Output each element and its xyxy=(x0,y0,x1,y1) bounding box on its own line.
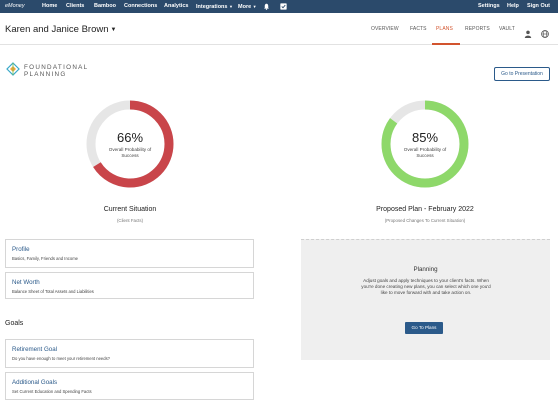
proposed-probability-gauge xyxy=(381,100,469,188)
current-situation-subtitle: (Client Facts) xyxy=(116,218,144,223)
planning-panel-text: Adjust goals and apply techniques to you… xyxy=(361,278,491,296)
planning-panel: Planning Adjust goals and apply techniqu… xyxy=(301,239,550,360)
current-probability-value: 66% xyxy=(116,130,144,145)
nav-more[interactable]: More ▼ xyxy=(238,0,257,14)
retirement-goal-description: Do you have enough to meet your retireme… xyxy=(12,356,111,361)
caret-down-icon: ▼ xyxy=(110,27,117,33)
wordmark-line-1: FOUNDATIONAL xyxy=(24,64,89,71)
go-to-presentation-button[interactable]: Go to Presentation xyxy=(494,67,550,81)
current-probability-gauge xyxy=(86,100,174,188)
proposed-plan-subtitle: (Proposed Changes To Current Situation) xyxy=(384,218,466,223)
foundational-planning-wordmark: FOUNDATIONAL PLANNING xyxy=(24,64,88,78)
nav-help[interactable]: Help xyxy=(507,3,519,9)
profile-card-title: Profile xyxy=(12,246,30,253)
chevron-down-icon: ▼ xyxy=(252,4,257,9)
proposed-probability-label: Overall Probability of Success xyxy=(403,147,447,158)
proposed-probability-value: 85% xyxy=(411,130,439,145)
proposed-plan-title: Proposed Plan - February 2022 xyxy=(376,206,474,213)
gauge-fill xyxy=(86,100,174,188)
go-to-plans-button[interactable]: Go To Plans xyxy=(405,322,443,334)
additional-goals-description: Set Current Education and Spending Facts xyxy=(12,389,92,394)
retirement-goal-title: Retirement Goal xyxy=(12,346,58,353)
profile-card[interactable]: Profile Basics, Family, Friends and Inco… xyxy=(5,239,254,268)
tab-plans[interactable]: PLANS xyxy=(436,26,453,32)
nav-clients[interactable]: Clients xyxy=(66,3,85,9)
current-probability-label: Overall Probability of Success xyxy=(108,147,152,158)
net-worth-card-title: Net Worth xyxy=(12,279,40,286)
client-name: Karen and Janice Brown xyxy=(5,24,109,35)
planning-panel-title: Planning xyxy=(413,266,438,273)
tab-facts[interactable]: FACTS xyxy=(410,26,427,32)
top-nav-bar: eMoney Home Clients Bamboo Connections A… xyxy=(0,0,558,13)
active-tab-indicator xyxy=(432,43,460,45)
nav-integrations-label: Integrations xyxy=(196,4,228,10)
net-worth-card-description: Balance Sheet of Total Assets and Liabil… xyxy=(12,289,94,294)
foundational-planning-logo-icon xyxy=(6,62,20,76)
additional-goals-title: Additional Goals xyxy=(12,379,58,386)
chevron-down-icon: ▼ xyxy=(229,4,233,9)
nav-more-label: More xyxy=(238,4,252,10)
gauge-fill xyxy=(381,100,469,188)
tab-reports[interactable]: REPORTS xyxy=(465,26,490,32)
nav-analytics[interactable]: Analytics xyxy=(164,3,189,9)
client-header: Karen and Janice Brown ▼ OVERVIEW FACTS P… xyxy=(0,13,558,45)
client-name-dropdown[interactable]: Karen and Janice Brown ▼ xyxy=(5,24,116,35)
globe-icon[interactable] xyxy=(541,25,549,38)
current-situation-title: Current Situation xyxy=(103,206,157,213)
profile-card-description: Basics, Family, Friends and Income xyxy=(12,256,79,261)
nav-bamboo[interactable]: Bamboo xyxy=(94,3,116,9)
tab-vault[interactable]: VAULT xyxy=(499,26,515,32)
nav-connections[interactable]: Connections xyxy=(124,3,158,9)
tab-overview[interactable]: OVERVIEW xyxy=(371,26,399,32)
net-worth-card[interactable]: Net Worth Balance Sheet of Total Assets … xyxy=(5,272,254,299)
nav-integrations[interactable]: Integrations ▼ xyxy=(196,0,233,14)
brand-logo[interactable]: eMoney xyxy=(5,3,25,9)
wordmark-line-2: PLANNING xyxy=(24,71,67,78)
retirement-goal-card[interactable]: Retirement Goal Do you have enough to me… xyxy=(5,339,254,368)
checklist-icon[interactable] xyxy=(280,3,287,13)
nav-settings[interactable]: Settings xyxy=(478,3,500,9)
nav-home[interactable]: Home xyxy=(42,3,58,9)
bell-icon[interactable] xyxy=(263,3,270,13)
goals-heading: Goals xyxy=(5,320,24,327)
nav-sign-out[interactable]: Sign Out xyxy=(527,3,550,9)
additional-goals-card[interactable]: Additional Goals Set Current Education a… xyxy=(5,372,254,400)
user-icon[interactable] xyxy=(524,25,532,38)
